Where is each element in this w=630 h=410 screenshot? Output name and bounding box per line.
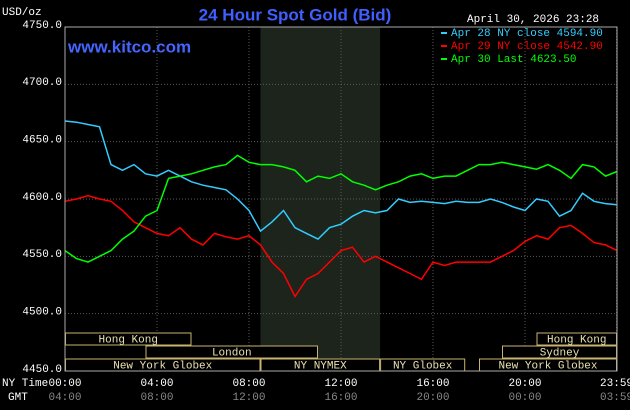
session-label: Hong Kong <box>547 334 606 346</box>
plot-frame <box>64 26 618 372</box>
x2-tick-label: 08:00 <box>140 392 173 404</box>
x2-tick-label: 12:00 <box>232 392 265 404</box>
legend-label: Apr 30 Last 4623.50 <box>451 54 576 66</box>
site-url: www.kitco.com <box>67 37 191 56</box>
series-line <box>64 194 618 298</box>
y-tick-label: 4700.0 <box>22 77 62 89</box>
session-label: NY Globex <box>393 360 453 372</box>
x2-tick-label: 16:00 <box>324 392 357 404</box>
x-tick-label: 08:00 <box>232 378 265 390</box>
x2-tick-label: 00:00 <box>508 392 541 404</box>
x2-tick-label: 03:59 <box>600 392 630 404</box>
timestamp: April 30, 2026 23:28 <box>467 14 599 26</box>
chart-title: 24 Hour Spot Gold (Bid) <box>199 5 392 24</box>
x-tick-label: 04:00 <box>140 378 173 390</box>
series-line <box>64 120 618 241</box>
x2-axis-label: GMT <box>8 392 28 404</box>
x-tick-label: 20:00 <box>508 378 541 390</box>
x-tick-label: 23:59 <box>600 378 630 390</box>
x-tick-label: 00:00 <box>48 378 81 390</box>
session-label: New York Globex <box>113 360 212 372</box>
session-label: London <box>212 347 252 359</box>
y-tick-label: 4750.0 <box>22 20 62 32</box>
legend-label: Apr 28 NY close 4594.90 <box>451 28 603 40</box>
legend-label: Apr 29 NY close 4542.90 <box>451 41 603 53</box>
session-label: Hong Kong <box>99 334 158 346</box>
y-tick-label: 4650.0 <box>22 135 62 147</box>
y-tick-label: 4550.0 <box>22 249 62 261</box>
session-bar <box>145 345 318 359</box>
y-axis-label: USD/oz <box>2 7 42 19</box>
y-tick-label: 4600.0 <box>22 192 62 204</box>
session-label: Sydney <box>540 347 580 359</box>
y-tick-label: 4450.0 <box>22 364 62 376</box>
x-tick-label: 12:00 <box>324 378 357 390</box>
x2-tick-label: 04:00 <box>48 392 81 404</box>
session-label: NY NYMEX <box>294 360 347 372</box>
session-label: New York Globex <box>498 360 597 372</box>
series-line <box>64 154 618 263</box>
x-tick-label: 16:00 <box>416 378 449 390</box>
x2-tick-label: 20:00 <box>416 392 449 404</box>
x-axis-label: NY Time <box>2 378 48 390</box>
y-tick-label: 4500.0 <box>22 307 62 319</box>
